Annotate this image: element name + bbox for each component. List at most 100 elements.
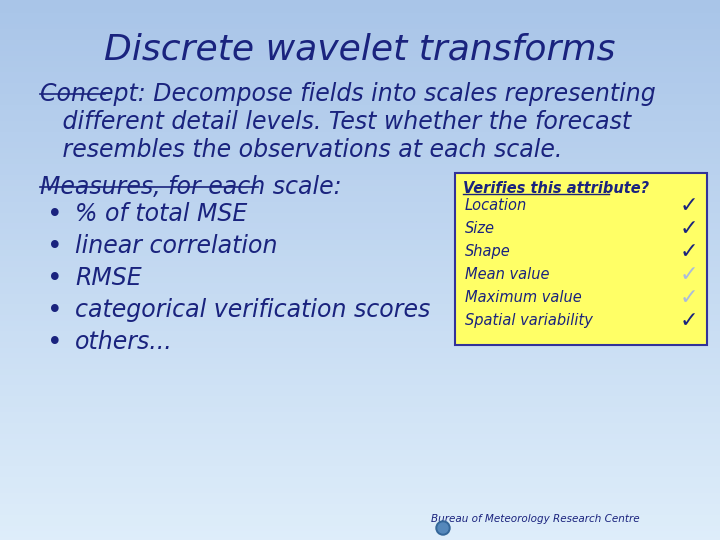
Bar bbox=[0, 193, 720, 200]
Bar bbox=[0, 361, 720, 367]
Bar bbox=[0, 199, 720, 205]
Bar bbox=[0, 4, 720, 11]
Bar bbox=[0, 523, 720, 529]
Bar bbox=[0, 80, 720, 86]
Bar bbox=[0, 528, 720, 535]
Text: •: • bbox=[48, 202, 63, 228]
Bar bbox=[0, 37, 720, 43]
Bar bbox=[0, 253, 720, 259]
Text: Bureau of Meteorology Research Centre: Bureau of Meteorology Research Centre bbox=[431, 514, 639, 524]
Bar bbox=[0, 426, 720, 432]
Text: Concept: Decompose fields into scales representing
   different detail levels. T: Concept: Decompose fields into scales re… bbox=[40, 82, 656, 161]
Text: Size: Size bbox=[465, 221, 495, 236]
Bar bbox=[0, 210, 720, 216]
Bar bbox=[0, 274, 720, 281]
Bar bbox=[0, 436, 720, 443]
Bar bbox=[0, 296, 720, 302]
Bar bbox=[0, 355, 720, 362]
Bar bbox=[0, 231, 720, 238]
Bar bbox=[0, 399, 720, 405]
Bar bbox=[0, 372, 720, 378]
Bar bbox=[0, 21, 720, 27]
Bar bbox=[0, 291, 720, 297]
Bar bbox=[0, 183, 720, 189]
Bar bbox=[0, 26, 720, 32]
Text: Spatial variability: Spatial variability bbox=[465, 313, 593, 328]
Text: ✓: ✓ bbox=[680, 219, 698, 239]
Bar bbox=[0, 269, 720, 275]
FancyBboxPatch shape bbox=[455, 173, 707, 345]
Bar bbox=[0, 226, 720, 232]
Bar bbox=[0, 301, 720, 308]
Circle shape bbox=[436, 521, 450, 535]
Text: % of total MSE: % of total MSE bbox=[75, 202, 247, 226]
Bar bbox=[0, 31, 720, 38]
Text: •: • bbox=[48, 330, 63, 356]
Bar bbox=[0, 145, 720, 151]
Bar bbox=[0, 388, 720, 394]
Bar bbox=[0, 447, 720, 454]
Bar bbox=[0, 75, 720, 81]
Bar bbox=[0, 409, 720, 416]
Text: Location: Location bbox=[465, 198, 527, 213]
Bar bbox=[0, 129, 720, 135]
Bar bbox=[0, 107, 720, 113]
Bar bbox=[0, 393, 720, 400]
Bar bbox=[0, 285, 720, 292]
Bar bbox=[0, 453, 720, 459]
Bar bbox=[0, 442, 720, 448]
Bar bbox=[0, 96, 720, 103]
Bar bbox=[0, 134, 720, 140]
Bar bbox=[0, 0, 720, 5]
Bar bbox=[0, 258, 720, 265]
Bar bbox=[0, 69, 720, 76]
Bar bbox=[0, 469, 720, 475]
Bar bbox=[0, 415, 720, 421]
Bar bbox=[0, 431, 720, 437]
Text: linear correlation: linear correlation bbox=[75, 234, 277, 258]
Bar bbox=[0, 463, 720, 470]
Text: ✓: ✓ bbox=[680, 288, 698, 308]
Bar bbox=[0, 404, 720, 410]
Bar bbox=[0, 280, 720, 286]
Bar bbox=[0, 496, 720, 502]
Bar bbox=[0, 307, 720, 313]
Text: ✓: ✓ bbox=[680, 196, 698, 216]
Bar bbox=[0, 512, 720, 518]
Bar bbox=[0, 490, 720, 497]
Bar bbox=[0, 48, 720, 54]
Text: categorical verification scores: categorical verification scores bbox=[75, 298, 431, 322]
Bar bbox=[0, 64, 720, 70]
Bar bbox=[0, 242, 720, 248]
Bar bbox=[0, 123, 720, 130]
Text: ✓: ✓ bbox=[680, 311, 698, 331]
Text: Mean value: Mean value bbox=[465, 267, 549, 282]
Text: RMSE: RMSE bbox=[75, 266, 142, 290]
Text: Verifies this attribute?: Verifies this attribute? bbox=[463, 181, 649, 196]
Text: Shape: Shape bbox=[465, 244, 510, 259]
Bar bbox=[0, 150, 720, 157]
Bar bbox=[0, 118, 720, 124]
Bar bbox=[0, 215, 720, 221]
Bar bbox=[0, 58, 720, 65]
Bar bbox=[0, 334, 720, 340]
Text: Measures, for each scale:: Measures, for each scale: bbox=[40, 175, 341, 199]
Bar bbox=[0, 91, 720, 97]
Bar bbox=[0, 237, 720, 243]
Text: ✓: ✓ bbox=[680, 265, 698, 285]
Bar bbox=[0, 204, 720, 211]
Text: ✓: ✓ bbox=[680, 242, 698, 262]
Bar bbox=[0, 177, 720, 184]
Bar bbox=[0, 420, 720, 427]
Bar bbox=[0, 328, 720, 335]
Text: Maximum value: Maximum value bbox=[465, 290, 582, 305]
Bar bbox=[0, 161, 720, 167]
Bar bbox=[0, 366, 720, 373]
Bar bbox=[0, 264, 720, 270]
Bar bbox=[0, 85, 720, 92]
Bar bbox=[0, 480, 720, 486]
Bar bbox=[0, 247, 720, 254]
Bar bbox=[0, 458, 720, 464]
Bar bbox=[0, 172, 720, 178]
Text: Discrete wavelet transforms: Discrete wavelet transforms bbox=[104, 32, 616, 66]
